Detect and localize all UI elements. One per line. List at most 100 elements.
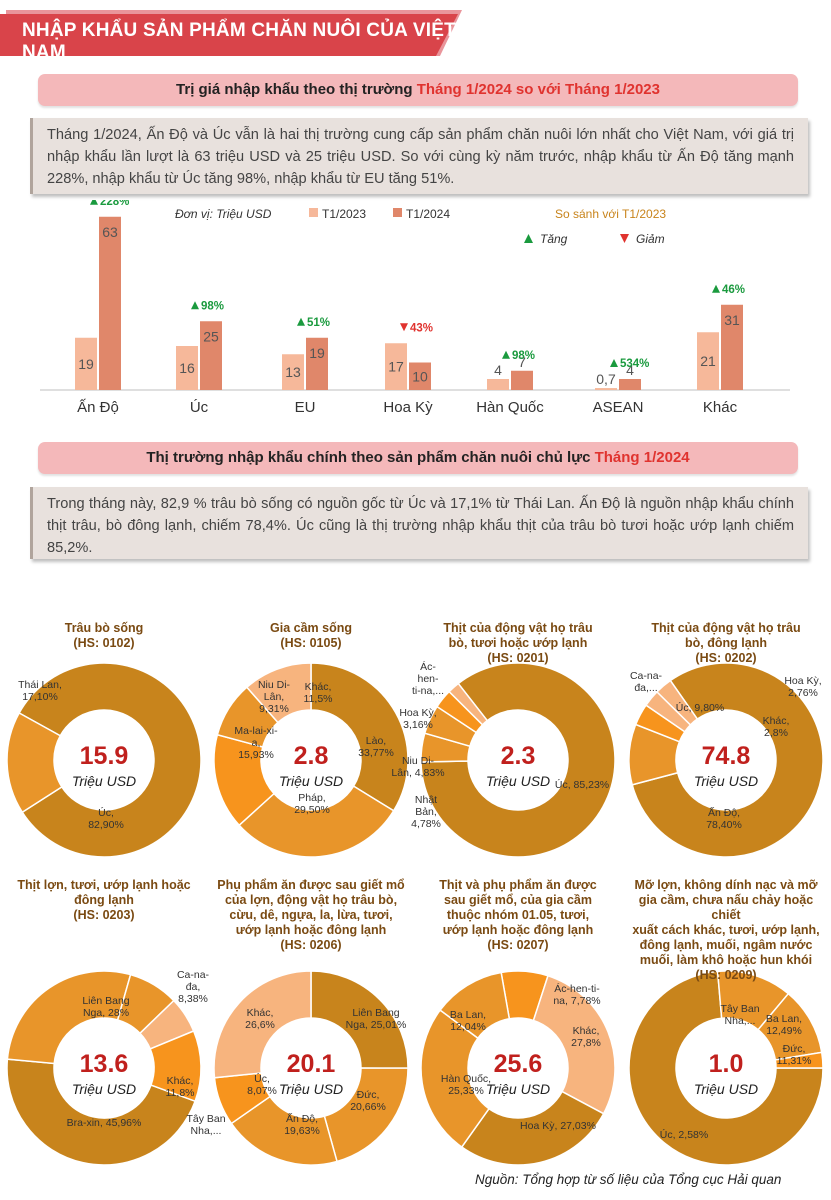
unit-label: Đơn vị: Triệu USD — [175, 207, 272, 221]
donut-slice-label-line: Khác, — [763, 715, 790, 727]
donut-slice-label-4-0: Bra-xin, 45,96% — [67, 1117, 142, 1129]
donut-slice-5-4 — [213, 970, 312, 1079]
donut-slice-label-line: Ấn Độ, — [286, 1112, 318, 1125]
bar-2024-2 — [306, 337, 328, 390]
donut-slice-label-line: Úc, — [98, 806, 114, 819]
donut-slice-label-3-3: Hoa Kỳ, 2,76% — [784, 675, 821, 699]
donut-title-line: muối, làm khô hoặc hun khói — [639, 953, 813, 967]
donut-title-line: Thịt lợn, tươi, ướp lạnh hoặc — [17, 878, 191, 892]
donut-slice-label-line: 3,16% — [403, 719, 433, 731]
donut-slice-2-0 — [420, 662, 616, 858]
bar-2023-label-6: 21 — [700, 353, 716, 369]
bar-2024-label-0: 63 — [102, 224, 118, 240]
donut-title-line: (HS: 0207) — [487, 938, 549, 952]
donut-slice-6-1 — [532, 974, 616, 1115]
donut-slice-label-line: Hoa Kỳ, 27,03% — [520, 1120, 596, 1132]
donut-slice-4-1 — [6, 970, 132, 1065]
donut-slice-label-line: Nhật — [415, 794, 437, 806]
donut-slice-label-line: Úc, 85,23% — [555, 778, 609, 791]
donut-slice-4-2 — [116, 973, 175, 1035]
change-down-icon-3 — [400, 323, 408, 332]
donut-slice-label-4-2: Ca-na-đa, 8,38% — [177, 969, 210, 1005]
bar-2023-label-0: 19 — [78, 356, 94, 372]
donut-hole-6 — [468, 1018, 568, 1118]
donut-slice-3-2 — [634, 704, 686, 743]
donut-slice-label-line: đa, — [186, 981, 201, 993]
donut-unit-2: Triệu USD — [486, 773, 550, 789]
change-label-1: 98% — [201, 300, 224, 312]
donut-title-line: sau giết mổ, của gia cầm — [444, 893, 592, 907]
donut-slice-label-6-3: Hàn Quốc, 25,33% — [441, 1073, 491, 1097]
change-up-icon-6 — [712, 284, 720, 293]
section2-summary: Trong tháng này, 82,9 % trâu bò sống có … — [30, 487, 808, 559]
donut-slice-label-line: Liên Bang — [352, 1007, 399, 1019]
donut-slice-label-line: 8,07% — [247, 1085, 277, 1097]
donut-slice-label-line: ti-na,... — [412, 685, 444, 697]
donut-slice-3-4 — [655, 679, 699, 726]
donut-slice-label-line: 8,38% — [178, 993, 208, 1005]
donut-slice-label-line: 2,8% — [764, 727, 788, 739]
donut-slice-label-line: Pháp, — [298, 792, 325, 804]
change-up-icon-1 — [191, 301, 199, 310]
donut-slice-label-1-2: Ma-lai-xi-a, 15,93% — [234, 725, 278, 761]
bar-2023-5 — [595, 388, 617, 390]
donut-title-line: Thịt và phụ phẩm ăn được — [439, 878, 597, 892]
bar-2024-0 — [99, 216, 121, 390]
donut-slice-7-0 — [628, 970, 824, 1166]
category-label-4: Hàn Quốc — [476, 399, 544, 416]
donut-title-line: ướp lạnh hoặc đông lạnh — [235, 923, 387, 937]
donut-title-3: Thịt của động vật họ trâu bò, đông lạnh (H… — [623, 621, 830, 666]
donut-slice-label-2-2: Niu Di-Lân, 4,83% — [391, 755, 444, 779]
donut-slice-label-line: Hoa Kỳ, — [399, 707, 436, 719]
donut-slice-label-line: Bra-xin, 45,96% — [67, 1117, 142, 1129]
donut-slice-label-line: 9,31% — [259, 703, 289, 715]
bar-2024-label-1: 25 — [203, 328, 219, 344]
donut-chart-0: 15.9 Triệu USD Úc, 82,90% Thái Lan, 17,10% — [6, 662, 202, 858]
change-label-0: 228% — [100, 200, 129, 208]
donut-slice-label-line: Úc, — [254, 1072, 270, 1085]
donut-slice-label-7-2: Đức, 11,31% — [777, 1043, 812, 1067]
decrease-triangle-icon — [620, 234, 629, 243]
donut-title-line: đông lạnh, muối, ngâm nước — [639, 938, 813, 952]
donut-slice-label-5-3: Úc, 8,07% — [247, 1072, 277, 1097]
donut-slice-label-7-0: Tây Ban Nha,... — [720, 1003, 759, 1027]
donut-slice-label-5-1: Đức, 20,66% — [350, 1089, 386, 1113]
donut-slice-label-line: Bản, — [415, 806, 437, 818]
donut-slice-label-2-3: Hoa Kỳ, 3,16% — [399, 707, 436, 731]
donut-slice-label-line: 19,63% — [284, 1125, 320, 1137]
donut-slice-label-line: Ác-hen-ti- — [554, 982, 600, 995]
compare-legend-up: Tăng — [540, 232, 568, 246]
donut-slice-label-line: 2,76% — [788, 687, 818, 699]
donut-slice-4-3 — [138, 999, 195, 1050]
donut-unit-4: Triệu USD — [72, 1081, 136, 1097]
donut-slice-label-5-0: Liên Bang Nga, 25,01% — [346, 1007, 407, 1031]
donut-chart-2: 2.3 Triệu USD Úc, 85,23% Nhật Bản, 4,78% Niu D… — [391, 660, 616, 858]
section1-heading-highlight: Tháng 1/2024 so với Tháng 1/2023 — [416, 81, 660, 98]
change-up-icon-2 — [297, 317, 305, 326]
donut-chart-3: 74.8 Triệu USD Ấn Độ, 78,40% Úc, 9,80% Ca-na-… — [628, 662, 824, 858]
donut-slice-1-2 — [213, 733, 276, 827]
donut-slice-label-line: Lào, — [366, 735, 386, 747]
bar-2023-label-4: 4 — [494, 362, 502, 378]
donut-slice-1-0 — [310, 662, 409, 812]
donut-slice-label-line: Liên Bang — [82, 995, 129, 1007]
donut-title-line: bò, tươi hoặc ướp lạnh — [448, 636, 588, 650]
bar-2024-label-4: 7 — [518, 354, 526, 370]
category-label-6: Khác — [703, 399, 738, 416]
donut-title-6: Thịt và phụ phẩm ăn được sau giết mổ, của… — [415, 878, 622, 953]
donut-slice-label-2-1: Nhật Bản, 4,78% — [411, 794, 441, 830]
donut-slice-label-line: na, 7,78% — [553, 995, 600, 1007]
donut-slice-7-1 — [716, 970, 790, 1031]
donut-slice-0-1 — [6, 711, 63, 814]
section1-heading: Trị giá nhập khẩu theo thị trường Tháng … — [38, 74, 798, 106]
donut-chart-1: 2.8 Triệu USD Lào, 33,77% Pháp, 29,50% Ma-lai-… — [213, 662, 409, 858]
donut-slice-label-line: 11,8% — [166, 1087, 195, 1099]
header-banner-shape — [0, 10, 462, 56]
donut-slice-label-line: 4,78% — [411, 818, 441, 830]
legend-swatch-2024 — [393, 208, 402, 217]
donut-unit-5: Triệu USD — [279, 1081, 343, 1097]
donut-slice-label-line: Nga, 28% — [83, 1007, 129, 1019]
donut-slice-label-line: Tây Ban — [720, 1003, 759, 1015]
bar-2023-3 — [385, 343, 407, 390]
donut-slice-label-line: 78,40% — [706, 819, 742, 831]
